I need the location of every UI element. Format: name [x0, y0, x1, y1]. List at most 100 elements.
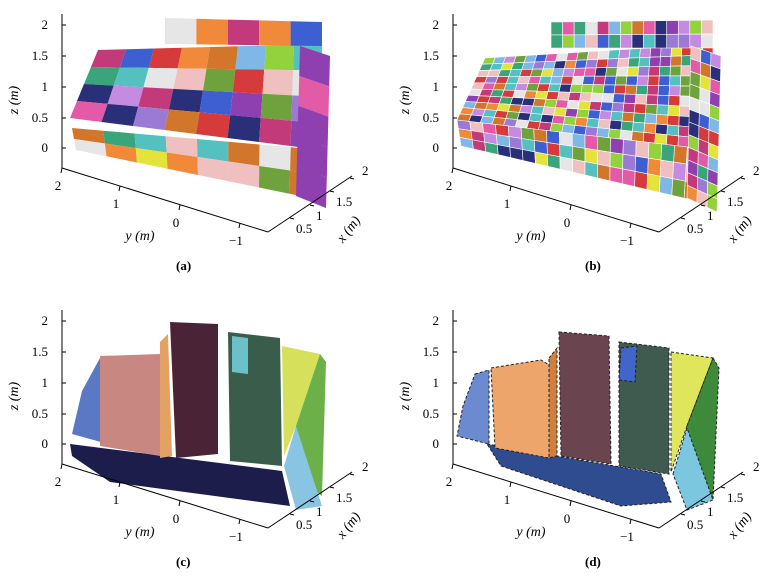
y-axis-line: [61, 463, 269, 529]
x-axis-line: [658, 175, 744, 233]
z-axis-label: z (m): [7, 381, 22, 411]
patch-b-wall: [588, 101, 603, 111]
patch-b-wall: [536, 83, 551, 92]
patch-b-wall: [572, 67, 586, 77]
y-tick: [509, 185, 512, 192]
y-tick: [238, 518, 241, 525]
panel-d-caption: (d): [585, 554, 601, 569]
patch-b-wall: [618, 48, 631, 59]
patch-b-top: [677, 19, 691, 35]
patch-b-wall: [603, 75, 617, 86]
x-axis-line: [267, 471, 353, 529]
patch-b-wall: [668, 95, 681, 107]
patch-b-top: [643, 20, 656, 35]
patch-b-wall: [617, 57, 630, 68]
patch-b-top: [677, 33, 691, 49]
y-tick: [238, 222, 241, 229]
patch-b-floor: [597, 163, 611, 182]
x-tick-label: 2: [753, 459, 760, 474]
segment-floor: [70, 444, 290, 506]
z-tick-label: 1.5: [423, 344, 439, 359]
surface-brown-board: [558, 331, 612, 465]
patch-b-top: [631, 20, 644, 35]
x-tick-label: 1: [316, 504, 323, 519]
y-tick-label: 2: [55, 178, 62, 193]
y-tick-label: 0: [173, 511, 180, 526]
patch-b-wall: [596, 127, 610, 139]
z-tick-label: 0.5: [423, 110, 439, 125]
patch-b-wall: [626, 66, 640, 77]
patch-b-top: [585, 34, 598, 49]
patch-b-wall: [607, 128, 622, 140]
surface-blue-small: [618, 345, 638, 383]
y-tick-label: 0: [564, 511, 571, 526]
patch-b-wall: [614, 75, 628, 86]
x-tick-label: 1.5: [336, 490, 352, 505]
z-tick-label: 1: [42, 79, 49, 94]
patch-a-floor: [134, 133, 167, 153]
panel-a-point-cloud: [70, 18, 330, 208]
patch-b-wall: [563, 115, 577, 126]
patch-b-wall: [613, 84, 627, 95]
patch-b-wall: [615, 66, 629, 77]
patch-b-wall: [556, 91, 571, 101]
y-axis-line: [452, 463, 660, 529]
segment-pink-board: [100, 354, 160, 456]
z-tick-label: 0.5: [423, 406, 439, 421]
z-tick-label: 2: [433, 313, 440, 328]
surface-orange-strip: [548, 346, 558, 459]
patch-a-wall: [84, 67, 120, 86]
patch-b-top: [654, 20, 668, 35]
patch-b-wall: [551, 68, 565, 77]
patch-a-wall: [91, 49, 126, 68]
x-tick-label: 1: [707, 504, 714, 519]
patch-b-top: [608, 34, 621, 49]
patch-b-wall: [669, 75, 682, 87]
patch-b-wall: [634, 94, 648, 105]
patch-b-wall: [598, 110, 613, 121]
patch-b-wall: [620, 120, 634, 132]
patch-b-wall: [643, 122, 657, 134]
patch-b-wall: [585, 59, 598, 69]
patch-b-wall: [547, 83, 562, 93]
patch-a-top: [196, 18, 228, 45]
z-tick-label: 0: [433, 436, 440, 451]
patch-b-top: [550, 21, 563, 36]
x-tick-label: 2: [753, 163, 760, 178]
patch-b-wall: [579, 92, 593, 102]
x-axis-label: x (m): [334, 213, 365, 246]
patch-b-wall: [564, 107, 579, 118]
patch-a-floor: [228, 161, 260, 188]
patch-b-wall: [656, 104, 669, 116]
patch-b-wall: [569, 83, 583, 93]
patch-b-wall: [582, 75, 596, 85]
y-tick-label: 1: [113, 196, 120, 211]
patch-b-wall: [553, 107, 568, 117]
patch-b-wall: [644, 113, 658, 125]
patch-b-floor: [659, 175, 674, 196]
patch-b-wall: [607, 49, 621, 60]
panel-d-point-cloud: [456, 331, 720, 511]
patch-b-wall: [567, 91, 582, 102]
patch-b-wall: [586, 117, 600, 129]
patch-a-floor: [259, 166, 291, 194]
patch-b-floor: [672, 161, 687, 182]
patch-b-wall: [669, 65, 682, 77]
patch-b-wall: [555, 99, 569, 109]
x-tick-label: 2: [362, 459, 369, 474]
patch-b-floor: [648, 142, 663, 161]
patch-b-top: [643, 34, 656, 49]
z-tick-label: 1.5: [423, 48, 439, 63]
y-tick-label: 2: [55, 474, 62, 489]
patch-a-wall: [119, 48, 154, 68]
y-axis-line: [61, 167, 269, 233]
x-tick-label: 0.5: [296, 221, 312, 236]
z-tick-label: 0.5: [32, 110, 48, 125]
patch-a-wall: [133, 106, 169, 130]
y-tick: [509, 481, 512, 488]
patch-a-top: [290, 21, 322, 46]
x-tick: [349, 473, 355, 476]
patch-b-wall: [648, 56, 661, 67]
patch-b-wall: [574, 116, 589, 127]
x-tick-label: 0.5: [687, 517, 703, 532]
